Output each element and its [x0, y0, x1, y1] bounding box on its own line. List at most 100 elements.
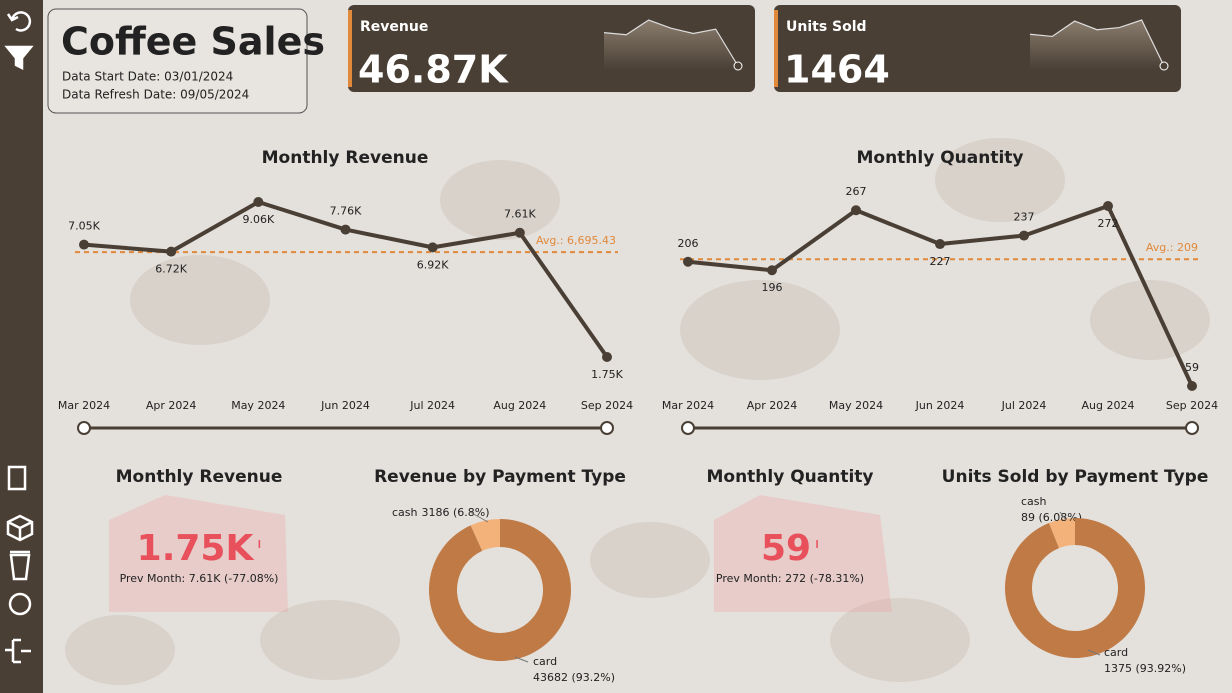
data-label: 272	[1098, 217, 1119, 230]
sparkline-end	[733, 61, 743, 71]
data-label: 7.05K	[68, 220, 100, 233]
kpi-background	[109, 495, 288, 612]
sparkline	[1029, 19, 1165, 67]
data-label: 6.92K	[417, 258, 449, 271]
cup-icon[interactable]	[9, 550, 31, 581]
x-tick-label: Aug 2024	[1082, 399, 1135, 412]
help-icon[interactable]	[8, 592, 32, 616]
x-tick-label: Jul 2024	[1001, 399, 1047, 412]
report-icon[interactable]	[7, 465, 27, 491]
sidebar-icons[interactable]	[4, 11, 34, 664]
point	[253, 197, 264, 207]
slider-handle[interactable]	[681, 421, 695, 435]
kpi-accent	[774, 10, 778, 87]
data-label: 6.72K	[155, 263, 187, 276]
point	[602, 352, 612, 362]
point	[851, 205, 861, 216]
donut-slice	[1005, 518, 1145, 658]
point	[427, 242, 438, 253]
leader-line	[514, 656, 529, 663]
x-tick-label: Mar 2024	[662, 399, 714, 412]
kpi-label: Units Sold	[786, 19, 867, 35]
x-tick-label: Mar 2024	[58, 399, 110, 412]
box-icon[interactable]	[6, 514, 34, 542]
kpi-note: Prev Month: 272 (-78.31%)	[716, 572, 864, 585]
average-label: Avg.: 6,695.43	[536, 234, 616, 247]
kpi-label: Revenue	[360, 19, 428, 35]
point	[683, 256, 693, 267]
x-tick-label: Sep 2024	[1166, 399, 1218, 412]
sparkline-end	[1159, 61, 1169, 71]
kpi-value: 46.87K	[358, 48, 509, 92]
x-tick-label: Apr 2024	[146, 399, 197, 412]
data-label: 7.76K	[330, 205, 362, 218]
sidebar	[0, 0, 43, 693]
back-icon[interactable]	[6, 11, 32, 32]
sparkline-area	[1030, 20, 1164, 70]
filter-icon[interactable]	[4, 45, 34, 71]
point	[514, 227, 525, 238]
kpi-accent	[348, 10, 352, 87]
data-label: 267	[846, 185, 867, 198]
data-label: 227	[930, 255, 951, 268]
kpi-title: Monthly Revenue	[116, 467, 283, 487]
data-label: 237	[1014, 211, 1035, 224]
tree-icon[interactable]	[5, 638, 31, 664]
slider-handle[interactable]	[600, 421, 614, 435]
x-tick-label: Apr 2024	[747, 399, 798, 412]
data-label: 59	[1185, 361, 1199, 374]
point	[767, 265, 777, 276]
point	[935, 239, 945, 250]
donut-slice	[428, 519, 571, 661]
donut-slice	[1048, 518, 1075, 549]
kpi-title: Monthly Quantity	[706, 467, 873, 487]
data-label: 7.61K	[504, 208, 536, 221]
slice-value: 43682 (93.2%)	[533, 671, 615, 684]
x-tick-label: Jun 2024	[320, 399, 370, 412]
slider-handle[interactable]	[77, 421, 91, 435]
x-tick-label: May 2024	[829, 399, 883, 412]
sparkline	[603, 19, 739, 67]
slice-category: card	[533, 655, 557, 668]
donut-slice	[470, 519, 500, 551]
x-tick-label: Jun 2024	[915, 399, 965, 412]
x-tick-label: Sep 2024	[581, 399, 633, 412]
average-label: Avg.: 209	[1146, 241, 1198, 254]
chart-title: Monthly Revenue	[262, 148, 429, 168]
start-date: Data Start Date: 03/01/2024	[62, 70, 233, 84]
leader-line	[1087, 649, 1101, 656]
slice-value: 89 (6.08%)	[1021, 511, 1082, 524]
point	[1187, 381, 1197, 391]
kpi-note: Prev Month: 7.61K (-77.08%)	[120, 572, 279, 585]
slice-value: 1375 (93.92%)	[1104, 662, 1186, 675]
x-tick-label: Aug 2024	[493, 399, 546, 412]
point	[166, 246, 177, 257]
page-title: Coffee Sales	[61, 20, 325, 64]
chart-title: Revenue by Payment Type	[374, 467, 626, 487]
slice-category: cash	[392, 506, 418, 519]
data-label: 206	[678, 237, 699, 250]
slice-label: cash 3186 (6.8%)	[392, 506, 490, 519]
leader-line	[469, 511, 489, 523]
slice-category: card	[1104, 646, 1128, 659]
slice-label: card	[1104, 646, 1128, 659]
sparkline-area	[604, 20, 738, 70]
kpi-background	[714, 495, 892, 612]
data-label: 9.06K	[242, 213, 274, 226]
chart-title: Monthly Quantity	[856, 148, 1023, 168]
leader-line	[1059, 511, 1067, 521]
slider-handle[interactable]	[1185, 421, 1199, 435]
bean-texture	[65, 138, 1210, 685]
kpi-value: 59	[761, 528, 811, 569]
data-label: 1.75K	[591, 368, 623, 381]
point	[1103, 201, 1113, 211]
refresh-date: Data Refresh Date: 09/05/2024	[62, 88, 249, 102]
header-box	[47, 8, 308, 114]
point	[79, 239, 89, 250]
slice-value: 3186 (6.8%)	[422, 506, 490, 519]
x-tick-label: Jul 2024	[409, 399, 455, 412]
kpi-value: 1464	[784, 48, 890, 92]
